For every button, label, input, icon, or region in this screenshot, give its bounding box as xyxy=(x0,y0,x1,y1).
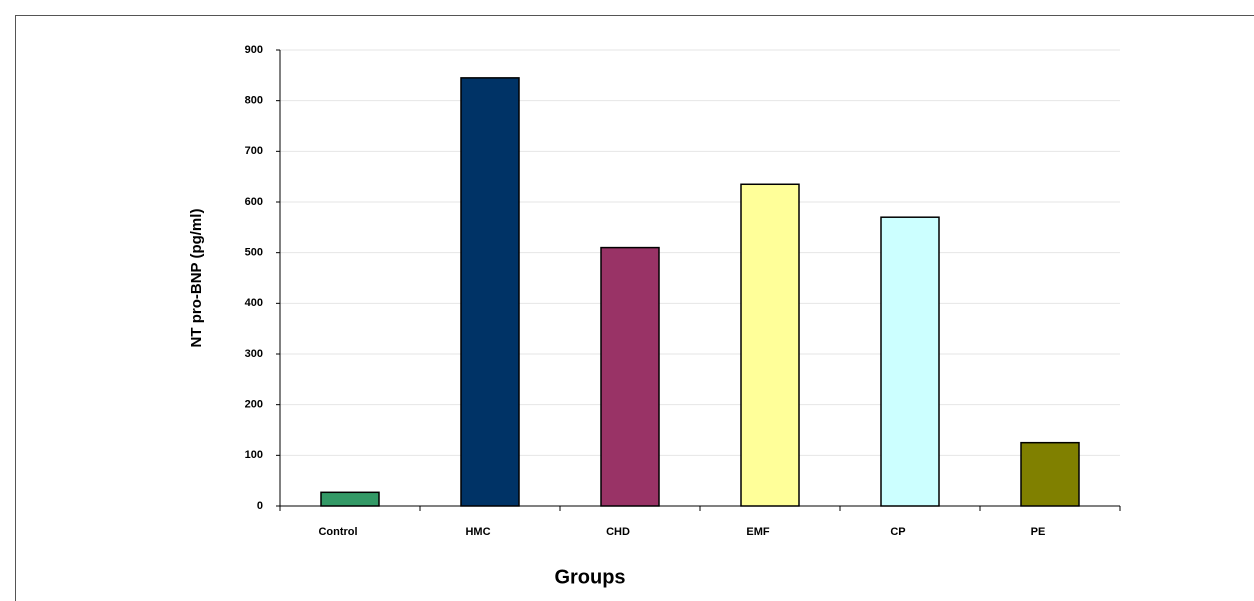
y-tick-label: 200 xyxy=(245,399,263,411)
x-tick-label: CP xyxy=(890,526,905,538)
bar xyxy=(460,77,520,507)
x-tick-label: CHD xyxy=(606,526,630,538)
bar xyxy=(600,246,660,507)
y-tick-label: 0 xyxy=(257,500,263,512)
x-tick-label: EMF xyxy=(746,526,770,538)
x-tick-label: HMC xyxy=(465,526,490,538)
x-tick-label: PE xyxy=(1031,526,1046,538)
bar xyxy=(320,491,380,507)
y-tick-label: 900 xyxy=(245,44,263,56)
y-tick-label: 400 xyxy=(245,297,263,309)
y-tick-label: 800 xyxy=(245,95,263,107)
x-tick-label: Control xyxy=(318,526,357,538)
bar xyxy=(1020,441,1080,507)
bar xyxy=(740,183,800,507)
frame xyxy=(15,15,1254,601)
y-tick-label: 500 xyxy=(245,247,263,259)
y-axis-title: NT pro-BNP (pg/ml) xyxy=(188,209,205,348)
y-tick-label: 700 xyxy=(245,145,263,157)
bar xyxy=(880,216,940,507)
y-tick-label: 300 xyxy=(245,348,263,360)
y-tick-label: 600 xyxy=(245,196,263,208)
y-tick-label: 100 xyxy=(245,449,263,461)
x-axis-title: Groups xyxy=(554,566,625,588)
